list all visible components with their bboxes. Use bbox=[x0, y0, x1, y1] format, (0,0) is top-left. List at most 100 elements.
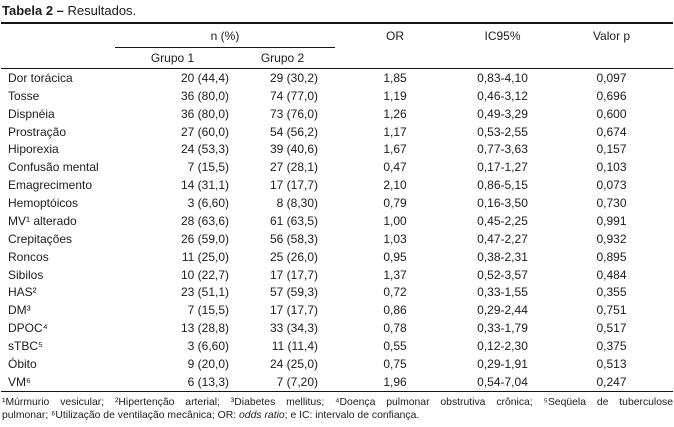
row-label: Tosse bbox=[8, 88, 40, 103]
valorp-value: 0,932 bbox=[596, 231, 627, 246]
header-grupo1: Grupo 1 bbox=[150, 51, 195, 65]
table-title-number: Tabela 2 – bbox=[2, 3, 64, 18]
grupo1-value: 9 (20,0) bbox=[187, 356, 229, 371]
ic95-value: 0,29-1,91 bbox=[477, 356, 528, 371]
table-row: Hiporexia 24 (53,3) 39 (40,6) 1,67 0,77-3,63… bbox=[1, 141, 673, 159]
footnote-line1: ¹Múrmurio vesicular; ²Hipertenção arteri… bbox=[2, 396, 673, 408]
grupo1-value: 24 (53,3) bbox=[180, 142, 229, 157]
footnote-line2-post: ; e IC: intervalo de confiança. bbox=[284, 409, 420, 421]
header-empty bbox=[455, 48, 550, 69]
ic95-value: 0,17-1,27 bbox=[477, 160, 528, 175]
ic95-value: 0,83-4,10 bbox=[477, 70, 528, 85]
header-row-groups: n (%) OR IC95% Valor p bbox=[1, 23, 673, 48]
or-value: 1,37 bbox=[383, 267, 407, 282]
ic95-value: 0,45-2,25 bbox=[477, 213, 528, 228]
ic95-value: 0,47-2,27 bbox=[477, 231, 528, 246]
grupo2-value: 27 (28,1) bbox=[269, 160, 319, 175]
results-table: n (%) OR IC95% Valor p Grupo 1 Grupo 2 D… bbox=[1, 22, 674, 392]
grupo2-value: 17 (17,7) bbox=[269, 267, 319, 282]
table-row: Prostração 27 (60,0) 54 (56,2) 1,17 0,53-2,5… bbox=[1, 123, 673, 141]
valorp-value: 0,484 bbox=[596, 267, 627, 282]
ic95-value: 0,77-3,63 bbox=[477, 142, 528, 157]
grupo2-value: 7 (7,20) bbox=[276, 374, 319, 389]
row-label: DPOC⁴ bbox=[8, 321, 48, 336]
or-value: 0,55 bbox=[383, 339, 407, 354]
grupo2-value: 17 (17,7) bbox=[269, 178, 319, 193]
or-value: 0,75 bbox=[383, 356, 407, 371]
row-label: Roncos bbox=[8, 249, 49, 264]
valorp-value: 0,895 bbox=[596, 249, 627, 264]
grupo1-value: 3 (6,60) bbox=[187, 196, 229, 211]
table-row: sTBC⁵ 3 (6,60) 11 (11,4) 0,55 0,12-2,30 0,375 bbox=[1, 337, 673, 355]
or-value: 1,19 bbox=[383, 88, 407, 103]
grupo2-value: 56 (58,3) bbox=[269, 231, 319, 246]
grupo2-value: 11 (11,4) bbox=[271, 339, 319, 354]
ic95-value: 0,46-3,12 bbox=[477, 88, 528, 103]
grupo1-value: 10 (22,7) bbox=[180, 267, 229, 282]
table-body: Dor torácica 20 (44,4) 29 (30,2) 1,85 0,83-4… bbox=[1, 69, 674, 392]
table-row: VM⁶ 6 (13,3) 7 (7,20) 1,96 0,54-7,04 0,247 bbox=[1, 373, 673, 391]
grupo1-value: 7 (15,5) bbox=[187, 160, 229, 175]
row-label: Hiporexia bbox=[8, 142, 59, 157]
valorp-value: 0,513 bbox=[596, 356, 627, 371]
grupo1-value: 7 (15,5) bbox=[187, 303, 229, 318]
row-label: MV¹ alterado bbox=[8, 213, 77, 228]
grupo1-value: 20 (44,4) bbox=[180, 70, 229, 85]
grupo1-value: 13 (28,8) bbox=[180, 321, 229, 336]
table-row: MV¹ alterado 28 (63,6) 61 (63,5) 1,00 0,45-2… bbox=[1, 212, 673, 230]
grupo2-value: 57 (59,3) bbox=[269, 285, 319, 300]
row-label: Sibilos bbox=[8, 267, 44, 282]
grupo1-value: 27 (60,0) bbox=[180, 124, 229, 139]
header-valor-p: Valor p bbox=[592, 28, 631, 43]
ic95-value: 0,54-7,04 bbox=[477, 374, 528, 389]
or-value: 1,17 bbox=[383, 124, 407, 139]
row-label: Dispnéia bbox=[8, 106, 55, 121]
table-row: Sibilos 10 (22,7) 17 (17,7) 1,37 0,52-3,57 0,… bbox=[1, 266, 673, 284]
valorp-value: 0,073 bbox=[596, 178, 627, 193]
row-label: HAS² bbox=[8, 285, 37, 300]
or-value: 1,96 bbox=[383, 374, 407, 389]
valorp-value: 0,730 bbox=[596, 196, 627, 211]
ic95-value: 0,33-1,55 bbox=[477, 285, 528, 300]
grupo2-value: 61 (63,5) bbox=[269, 213, 319, 228]
grupo1-value: 14 (31,1) bbox=[180, 178, 229, 193]
grupo1-value: 11 (25,0) bbox=[181, 249, 229, 264]
grupo2-value: 25 (26,0) bbox=[269, 249, 319, 264]
table-row: Dor torácica 20 (44,4) 29 (30,2) 1,85 0,83-4… bbox=[1, 69, 673, 87]
ic95-value: 0,49-3,29 bbox=[477, 106, 528, 121]
table-title-caption: Resultados. bbox=[63, 3, 137, 18]
header-row-subgroups: Grupo 1 Grupo 2 bbox=[1, 48, 674, 69]
or-value: 2,10 bbox=[383, 178, 407, 193]
or-value: 0,79 bbox=[383, 196, 407, 211]
header-ic95: IC95% bbox=[484, 28, 521, 43]
header-grupo2: Grupo 2 bbox=[260, 51, 305, 65]
row-label: Emagrecimento bbox=[8, 178, 93, 193]
table-row: Roncos 11 (25,0) 25 (26,0) 0,95 0,38-2,31 0,8… bbox=[1, 248, 673, 266]
table-header: n (%) OR IC95% Valor p Grupo 1 Grupo 2 bbox=[1, 23, 674, 69]
row-label: Confusão mental bbox=[8, 160, 99, 175]
ic95-value: 0,12-2,30 bbox=[477, 339, 528, 354]
grupo1-value: 28 (63,6) bbox=[180, 213, 229, 228]
header-empty bbox=[550, 48, 673, 69]
valorp-value: 0,355 bbox=[596, 285, 627, 300]
valorp-value: 0,157 bbox=[596, 142, 627, 157]
ic95-value: 0,29-2,44 bbox=[477, 303, 528, 318]
valorp-value: 0,674 bbox=[596, 124, 627, 139]
table-row: HAS² 23 (51,1) 57 (59,3) 0,72 0,33-1,55 0,355 bbox=[1, 284, 673, 302]
or-value: 0,78 bbox=[383, 321, 407, 336]
ic95-value: 0,53-2,55 bbox=[477, 124, 528, 139]
grupo2-value: 74 (77,0) bbox=[269, 88, 319, 103]
grupo1-value: 3 (6,60) bbox=[187, 339, 229, 354]
valorp-value: 0,991 bbox=[596, 213, 627, 228]
or-value: 1,26 bbox=[383, 106, 407, 121]
table-row: Dispnéia 36 (80,0) 73 (76,0) 1,26 0,49-3,29 0… bbox=[1, 105, 673, 123]
footnote-odds-ratio-term: odds ratio bbox=[239, 409, 285, 421]
valorp-value: 0,600 bbox=[596, 106, 627, 121]
grupo2-value: 8 (8,30) bbox=[276, 196, 319, 211]
header-n-pct: n (%) bbox=[115, 23, 336, 48]
row-label: Óbito bbox=[8, 356, 37, 371]
table-row: Emagrecimento 14 (31,1) 17 (17,7) 2,10 0,86-… bbox=[1, 176, 673, 194]
row-label: Crepitações bbox=[8, 231, 73, 246]
ic95-value: 0,16-3,50 bbox=[477, 196, 528, 211]
grupo2-value: 33 (34,3) bbox=[269, 321, 319, 336]
